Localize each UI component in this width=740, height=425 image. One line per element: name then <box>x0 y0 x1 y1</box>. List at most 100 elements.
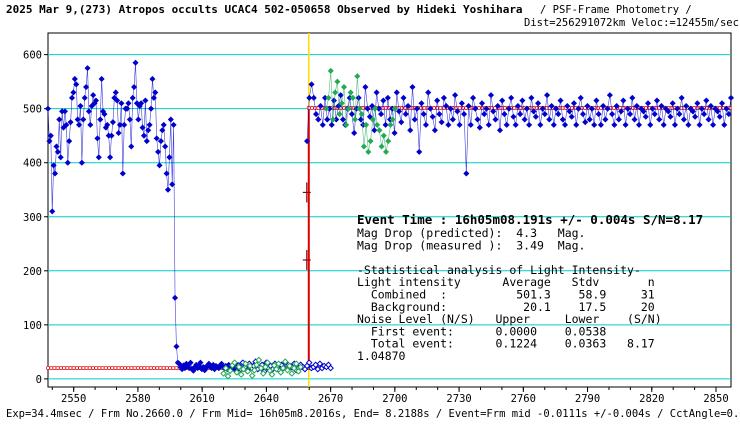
data-point <box>378 143 385 150</box>
model-point <box>97 366 102 370</box>
data-point <box>499 97 506 104</box>
data-point <box>222 364 230 372</box>
data-point <box>550 121 557 128</box>
data-point <box>467 121 474 128</box>
dist-veloc-label: Dist=256291072km Veloc:=12455m/sec <box>524 17 739 29</box>
data-point <box>149 75 156 82</box>
data-point <box>431 127 438 134</box>
data-point <box>163 170 170 177</box>
data-point <box>270 362 278 369</box>
data-point <box>535 100 542 107</box>
data-point <box>197 359 204 366</box>
model-point <box>49 366 54 370</box>
data-point <box>156 162 163 169</box>
data-point <box>371 127 378 134</box>
stats-line: 1.04870 <box>357 349 406 363</box>
data-point <box>416 148 423 155</box>
data-point <box>440 94 447 101</box>
data-point <box>503 121 510 128</box>
data-point <box>689 108 696 115</box>
model-point <box>94 366 99 370</box>
data-point <box>226 367 234 375</box>
data-point <box>413 105 421 112</box>
y-tick-label: 400 <box>23 158 42 170</box>
data-point <box>306 94 313 101</box>
data-point <box>618 108 625 115</box>
data-point <box>631 116 638 123</box>
data-point <box>647 121 654 128</box>
data-point <box>492 116 499 123</box>
data-point <box>398 119 405 126</box>
data-point <box>532 113 539 120</box>
data-point <box>546 116 553 123</box>
y-tick-label: 0 <box>36 374 42 386</box>
data-point <box>335 102 342 109</box>
data-point <box>107 154 114 161</box>
data-point <box>458 100 465 107</box>
data-point <box>376 127 383 134</box>
x-tick-label: 2580 <box>125 393 150 405</box>
x-tick-label: 2850 <box>703 393 728 405</box>
data-point <box>255 356 263 364</box>
data-point <box>436 111 443 118</box>
model-point <box>119 366 124 370</box>
y-axis-ticks: 0 100 200 300 400 500 600 <box>23 50 48 386</box>
data-point <box>92 97 100 104</box>
data-point <box>374 121 381 128</box>
data-point <box>54 148 61 155</box>
grid-lines <box>48 54 731 380</box>
data-point <box>454 108 461 115</box>
data-point <box>150 94 157 101</box>
data-point <box>112 89 119 96</box>
data-point <box>694 100 701 107</box>
data-point <box>586 116 593 123</box>
data-point <box>474 116 481 123</box>
data-point <box>642 113 649 120</box>
data-point <box>671 121 678 128</box>
data-point <box>703 97 710 104</box>
model-point <box>148 366 153 370</box>
chart-title: 2025 Mar 9,(273) Atropos occults UCAC4 5… <box>6 3 523 16</box>
data-point <box>90 92 97 99</box>
data-point <box>445 121 452 128</box>
data-point <box>348 111 355 118</box>
data-point <box>584 102 591 109</box>
data-point <box>319 121 326 128</box>
data-point <box>159 127 166 134</box>
model-point <box>74 366 79 370</box>
data-point <box>84 65 91 72</box>
data-point <box>173 343 180 350</box>
data-point <box>108 132 115 139</box>
stats-line: Background: 20.1 17.5 20 <box>357 300 655 314</box>
series-line <box>306 84 732 174</box>
model-point <box>438 106 443 110</box>
data-point <box>57 154 64 161</box>
data-point <box>680 116 687 123</box>
data-point <box>402 111 409 118</box>
data-point <box>476 124 483 131</box>
data-point <box>121 121 128 128</box>
stats-line: Light intensity Average Stdv n <box>357 275 655 289</box>
data-point <box>456 121 463 128</box>
data-point <box>290 364 298 372</box>
data-point <box>109 119 116 126</box>
data-point <box>393 89 400 96</box>
data-point <box>674 105 681 112</box>
data-point <box>315 116 322 123</box>
data-point <box>526 121 533 128</box>
data-point <box>559 116 566 123</box>
data-point <box>362 84 369 91</box>
model-point <box>152 366 156 370</box>
model-point <box>78 366 83 370</box>
model-point <box>164 366 169 370</box>
data-point <box>129 94 136 101</box>
data-point <box>485 121 492 128</box>
data-point <box>644 100 652 107</box>
data-point <box>494 102 501 109</box>
data-point <box>685 121 692 128</box>
data-point <box>665 108 672 115</box>
data-point <box>145 127 152 134</box>
data-point <box>328 121 335 128</box>
data-point <box>142 97 149 104</box>
data-point <box>114 97 121 104</box>
